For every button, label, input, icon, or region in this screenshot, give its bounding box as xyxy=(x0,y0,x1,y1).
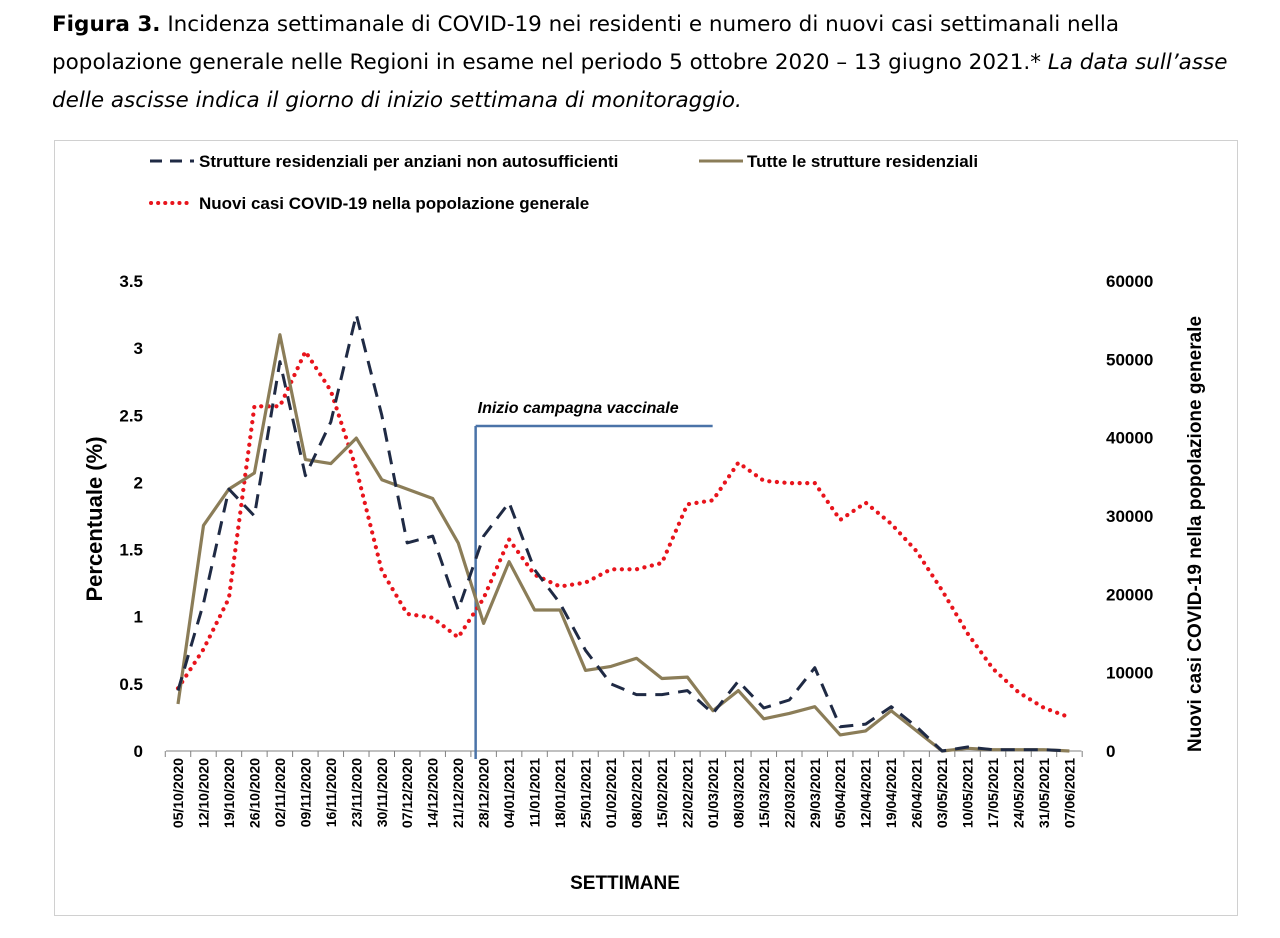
legend-label-tutte-strutture: Tutte le strutture residenziali xyxy=(747,152,978,171)
legend-label-nuovi-casi: Nuovi casi COVID-19 nella popolazione ge… xyxy=(199,194,589,213)
x-tick-label: 09/11/2020 xyxy=(297,758,313,828)
y2-axis-ticks: 0 10000 20000 30000 40000 50000 60000 xyxy=(1106,272,1153,761)
x-tick-label: 02/11/2020 xyxy=(272,758,288,828)
x-tick-label: 12/04/2021 xyxy=(858,758,874,828)
x-tick-label: 26/04/2021 xyxy=(909,758,925,828)
x-tick-label: 29/03/2021 xyxy=(807,758,823,828)
y-tick-label: 3.5 xyxy=(119,272,143,291)
x-tick-label: 12/10/2020 xyxy=(195,758,211,828)
x-tick-label: 22/03/2021 xyxy=(781,758,797,828)
x-tick-label: 11/01/2021 xyxy=(527,758,543,828)
y2-tick-label: 60000 xyxy=(1106,272,1153,291)
annotation-label: Inizio campagna vaccinale xyxy=(478,400,679,417)
x-tick-label: 01/03/2021 xyxy=(705,758,721,828)
x-tick-label: 07/12/2020 xyxy=(399,758,415,828)
y-tick-label: 0 xyxy=(134,742,143,761)
x-tick-label: 25/01/2021 xyxy=(578,758,594,828)
x-tick-label: 15/03/2021 xyxy=(756,758,772,828)
vaccine-campaign-annotation: Inizio campagna vaccinale xyxy=(474,400,713,759)
x-tick-label: 23/11/2020 xyxy=(348,758,364,828)
series-line-nuovi-casi xyxy=(175,349,1072,720)
y2-tick-label: 30000 xyxy=(1106,507,1153,526)
x-tick-label: 31/05/2021 xyxy=(1036,758,1052,828)
y-tick-label: 0.5 xyxy=(119,675,143,694)
caption-text: Incidenza settimanale di COVID-19 nei re… xyxy=(52,12,1120,75)
x-tick-label: 21/12/2020 xyxy=(450,758,466,828)
y-tick-label: 2 xyxy=(134,473,143,492)
x-tick-label: 03/05/2021 xyxy=(934,758,950,828)
x-tick-label: 22/02/2021 xyxy=(679,758,695,828)
x-tick-label: 19/10/2020 xyxy=(221,758,237,828)
caption-note: La data sull’asse delle ascisse indica i… xyxy=(52,50,1228,113)
x-tick-label: 24/05/2021 xyxy=(1011,758,1027,828)
x-tick-label: 16/11/2020 xyxy=(323,758,339,828)
x-tick-label: 14/12/2020 xyxy=(425,758,441,828)
series-line-tutte-strutture xyxy=(176,333,1070,753)
y2-axis-title: Nuovi casi COVID-19 nella popolazione ge… xyxy=(1185,316,1206,752)
x-tick-label: 08/02/2021 xyxy=(628,758,644,828)
x-tick-label: 05/10/2020 xyxy=(170,758,186,828)
series-lines xyxy=(175,313,1072,753)
series-line-strutture-anziani xyxy=(176,313,1070,753)
y2-tick-label: 40000 xyxy=(1106,429,1153,448)
y-tick-label: 3 xyxy=(134,339,143,358)
x-tick-label: 19/04/2021 xyxy=(883,758,899,828)
y2-tick-label: 20000 xyxy=(1106,585,1153,604)
y-tick-label: 1 xyxy=(134,608,143,627)
y-tick-label: 1.5 xyxy=(119,541,143,560)
x-tick-label: 08/03/2021 xyxy=(730,758,746,828)
x-tick-label: 18/01/2021 xyxy=(552,758,568,828)
x-tick-label: 05/04/2021 xyxy=(832,758,848,828)
figure-caption: Figura 3. Incidenza settimanale di COVID… xyxy=(52,6,1242,120)
x-tick-label: 10/05/2021 xyxy=(960,758,976,828)
x-tick-label: 28/12/2020 xyxy=(476,758,492,828)
x-tick-label: 04/01/2021 xyxy=(501,758,517,828)
x-axis-title: SETTIMANE xyxy=(570,873,680,894)
x-tick-label: 01/02/2021 xyxy=(603,758,619,828)
x-tick-label: 07/06/2021 xyxy=(1061,758,1077,828)
legend: Strutture residenziali per anziani non a… xyxy=(149,152,978,213)
y-tick-label: 2.5 xyxy=(119,406,143,425)
x-tick-label: 17/05/2021 xyxy=(985,758,1001,828)
x-tick-label: 26/10/2020 xyxy=(246,758,262,828)
legend-label-strutture-anziani: Strutture residenziali per anziani non a… xyxy=(199,152,618,171)
x-tick-label: 15/02/2021 xyxy=(654,758,670,828)
x-axis-ticks: 05/10/2020 12/10/2020 19/10/2020 26/10/2020… xyxy=(164,750,1083,828)
y-axis-ticks: 0 0.5 1 1.5 2 2.5 3 3.5 xyxy=(119,272,143,761)
y2-tick-label: 0 xyxy=(1106,742,1115,761)
caption-label: Figura 3. xyxy=(52,12,161,37)
chart-frame xyxy=(54,140,1238,916)
y2-tick-label: 10000 xyxy=(1106,664,1153,683)
x-tick-label: 30/11/2020 xyxy=(374,758,390,828)
y-axis-title: Percentuale (%) xyxy=(82,436,107,601)
y2-tick-label: 50000 xyxy=(1106,350,1153,369)
